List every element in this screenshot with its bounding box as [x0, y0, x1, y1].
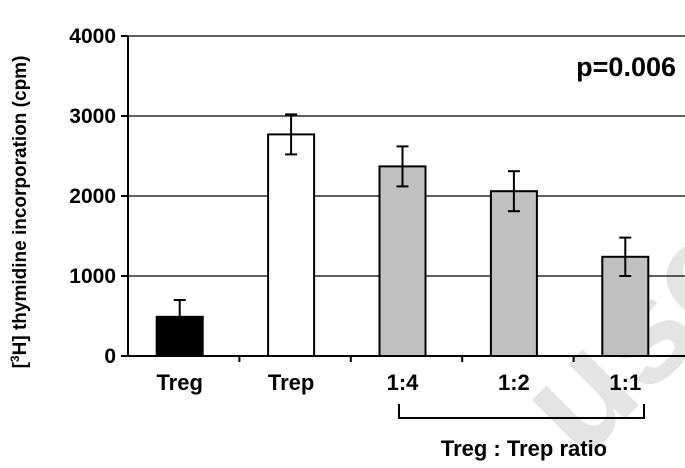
y-axis-label: [3H] thymidine incorporation (cpm) [8, 56, 31, 369]
bar-trep [267, 133, 316, 357]
x-tick-label: Trep [268, 370, 314, 395]
bar-1-2 [489, 190, 538, 357]
y-tick-label: 4000 [69, 25, 116, 48]
y-tick-label: 1000 [69, 265, 116, 288]
x-tick-label: 1:2 [498, 370, 530, 395]
x-tick-label: Treg [156, 370, 202, 395]
y-ticks: 0 1000 2000 3000 4000 [69, 25, 128, 368]
x-tick-label: 1:1 [609, 370, 641, 395]
p-value-annotation: p=0.006 [576, 52, 676, 82]
group-bracket-label: Treg : Trep ratio [441, 436, 607, 461]
x-tick-label: 1:4 [387, 370, 420, 395]
bar-1-4 [378, 165, 427, 357]
x-tick-labels: Treg Trep 1:4 1:2 1:1 [156, 356, 641, 395]
group-bracket [398, 404, 645, 419]
error-bars [173, 113, 632, 335]
bars [155, 133, 650, 357]
y-tick-label: 2000 [69, 185, 116, 208]
y-tick-label: 0 [104, 345, 116, 368]
y-tick-label: 3000 [69, 105, 116, 128]
